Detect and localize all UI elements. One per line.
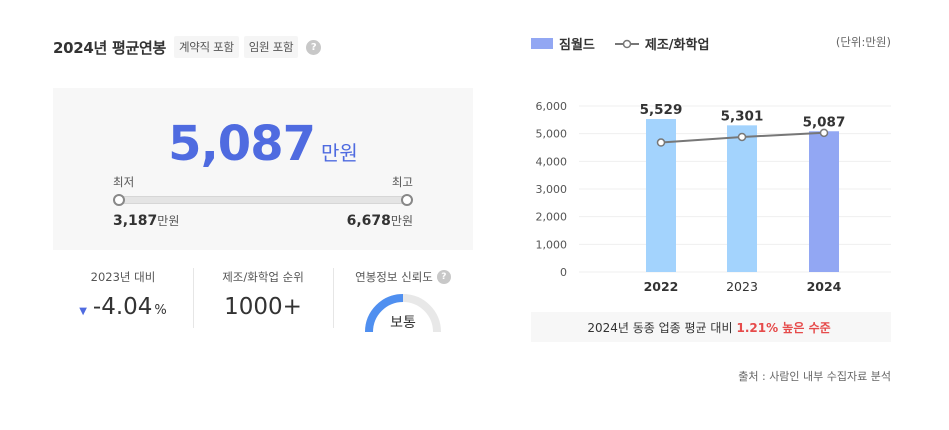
min-label: 최저 bbox=[113, 175, 135, 189]
x-tick-label: 2024 bbox=[807, 279, 842, 294]
rank-value: 1000+ bbox=[224, 294, 302, 320]
chart-legend: 짐월드 제조/화학업 bbox=[531, 34, 709, 53]
industry-point-2022 bbox=[656, 138, 666, 147]
average-salary-unit: 만원 bbox=[321, 141, 358, 165]
average-salary-box: 5,087 만원 최저 최고 3,187만원 6,678만원 bbox=[53, 88, 473, 250]
help-icon[interactable]: ? bbox=[306, 39, 322, 55]
max-label: 최고 bbox=[391, 175, 413, 189]
legend-bar-swatch bbox=[531, 38, 553, 49]
yoy-value-row: ▼ -4.04% bbox=[53, 294, 193, 320]
legend-industry: 제조/화학업 bbox=[644, 38, 710, 53]
salary-trend-chart: 0 1,000 2,000 3,000 4,000 5,000 6,000 5,529 2022… bbox=[536, 100, 891, 294]
max-knob bbox=[401, 194, 413, 206]
y-tick-label: 0 bbox=[560, 266, 567, 279]
bar-2024 bbox=[809, 131, 839, 272]
bar-2023 bbox=[727, 125, 757, 272]
x-tick-label: 2023 bbox=[726, 279, 758, 294]
y-tick-label: 1,000 bbox=[536, 238, 568, 251]
bar-data-label: 5,087 bbox=[803, 114, 846, 130]
yoy-value: -4.04 bbox=[92, 294, 153, 320]
stats-row: 2023년 대비 ▼ -4.04% 제조/화학업 순위 1000+ 연봉정보 신… bbox=[53, 268, 473, 333]
y-tick-label: 6,000 bbox=[536, 100, 568, 113]
stat-reliability: 연봉정보 신뢰도 ? 보통 bbox=[333, 268, 473, 333]
legend-company: 짐월드 bbox=[559, 38, 595, 53]
reliability-help-icon[interactable]: ? bbox=[436, 270, 451, 284]
note-prefix: 2024년 동종 업종 평균 대비 bbox=[587, 320, 733, 335]
x-tick-label: 2022 bbox=[644, 279, 679, 294]
min-salary: 3,187만원 bbox=[113, 212, 179, 229]
reliability-value: 보통 bbox=[390, 315, 416, 331]
stat-yoy: 2023년 대비 ▼ -4.04% bbox=[53, 268, 193, 328]
rank-label: 제조/화학업 순위 bbox=[222, 270, 304, 284]
reliability-gauge: 보통 bbox=[363, 292, 443, 333]
industry-point-2024 bbox=[819, 128, 829, 138]
reliability-label-row: 연봉정보 신뢰도 ? bbox=[333, 268, 473, 286]
bar-data-label: 5,301 bbox=[721, 108, 764, 124]
max-salary: 6,678만원 bbox=[347, 212, 413, 229]
summary-title: 2024년 평균연봉 bbox=[53, 38, 166, 57]
min-salary-value: 3,187 bbox=[113, 213, 158, 229]
industry-comparison-note: 2024년 동종 업종 평균 대비 1.21% 높은 수준 bbox=[531, 312, 891, 342]
yoy-unit: % bbox=[154, 303, 167, 318]
legend-line-swatch bbox=[614, 38, 639, 50]
gauge-arc-icon bbox=[365, 294, 441, 333]
min-salary-unit: 만원 bbox=[157, 214, 180, 228]
y-tick-label: 3,000 bbox=[536, 183, 568, 196]
y-tick-label: 4,000 bbox=[536, 155, 568, 168]
salary-range-bar bbox=[117, 196, 409, 204]
reliability-label: 연봉정보 신뢰도 bbox=[355, 270, 433, 284]
down-arrow-icon: ▼ bbox=[79, 306, 87, 317]
min-knob bbox=[113, 194, 125, 206]
chart-unit-label: (단위:만원) bbox=[835, 35, 891, 49]
tag-executive-included: 임원 포함 bbox=[243, 36, 299, 58]
data-source: 출처 : 사람인 내부 수집자료 분석 bbox=[738, 370, 891, 383]
y-tick-label: 5,000 bbox=[536, 128, 568, 141]
average-salary: 5,087 만원 bbox=[53, 116, 473, 172]
bar-data-label: 5,529 bbox=[640, 102, 683, 118]
max-salary-value: 6,678 bbox=[346, 213, 391, 229]
industry-point-2023 bbox=[737, 132, 747, 142]
average-salary-value: 5,087 bbox=[168, 116, 316, 172]
y-tick-label: 2,000 bbox=[536, 211, 568, 224]
stat-industry-rank: 제조/화학업 순위 1000+ bbox=[193, 268, 333, 328]
salary-summary-panel: 2024년 평균연봉 계약직 포함 임원 포함 ? 5,087 만원 최저 최고 … bbox=[53, 0, 473, 430]
tag-contract-included: 계약직 포함 bbox=[173, 36, 239, 58]
note-highlight: 1.21% 높은 수준 bbox=[736, 320, 831, 335]
max-salary-unit: 만원 bbox=[390, 214, 413, 228]
salary-trend-panel: 짐월드 제조/화학업 (단위:만원) 0 1,000 2,000 3,000 4,000… bbox=[531, 0, 891, 430]
summary-header: 2024년 평균연봉 계약직 포함 임원 포함 ? bbox=[53, 36, 322, 58]
yoy-label: 2023년 대비 bbox=[90, 270, 156, 284]
